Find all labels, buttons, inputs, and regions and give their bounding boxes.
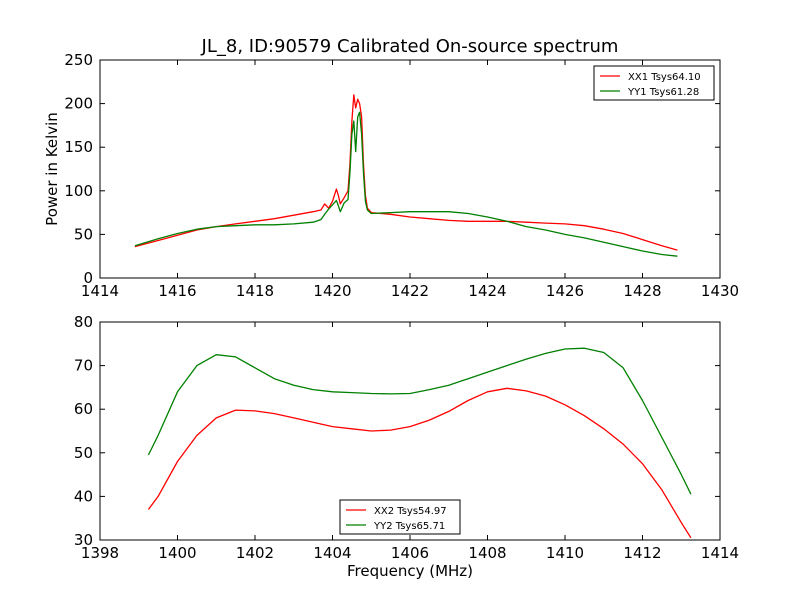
series-line-xx bbox=[134, 94, 678, 251]
x-axis-label: Frequency (MHz) bbox=[347, 562, 473, 580]
y-tick-label: 70 bbox=[74, 357, 93, 375]
y-tick-label: 80 bbox=[74, 313, 93, 331]
legend-entry: YY1 Tsys61.28 bbox=[627, 87, 699, 98]
y-tick-label: 60 bbox=[74, 400, 93, 418]
chart-title: JL_8, ID:90579 Calibrated On-source spec… bbox=[201, 36, 619, 57]
legend-box bbox=[593, 65, 715, 101]
y-axis-label: Power in Kelvin bbox=[43, 112, 61, 226]
y-tick-label: 0 bbox=[83, 269, 93, 287]
x-tick-label: 1430 bbox=[701, 282, 739, 300]
y-tick-label: 250 bbox=[64, 51, 93, 69]
x-tick-label: 1416 bbox=[158, 282, 196, 300]
x-tick-label: 1418 bbox=[236, 282, 274, 300]
x-tick-label: 1424 bbox=[468, 282, 506, 300]
series-line-yy bbox=[147, 347, 692, 495]
series-line-xx bbox=[147, 387, 692, 539]
y-tick-label: 150 bbox=[64, 138, 93, 156]
legend-entry: XX1 Tsys64.10 bbox=[628, 72, 701, 83]
y-tick-label: 30 bbox=[74, 531, 93, 549]
legend-entry: YY2 Tsys65.71 bbox=[373, 521, 445, 532]
legend: XX2 Tsys54.97 YY2 Tsys65.71 bbox=[339, 499, 461, 535]
y-tick-label: 50 bbox=[74, 225, 93, 243]
x-tick-label: 1414 bbox=[81, 282, 119, 300]
legend-box bbox=[339, 499, 461, 535]
x-tick-label: 1408 bbox=[468, 544, 506, 562]
series-line-yy bbox=[134, 111, 678, 257]
x-tick-label: 1428 bbox=[623, 282, 661, 300]
y-tick-label: 200 bbox=[64, 95, 93, 113]
x-tick-label: 1410 bbox=[546, 544, 584, 562]
legend-entry: XX2 Tsys54.97 bbox=[374, 506, 447, 517]
x-tick-label: 1426 bbox=[546, 282, 584, 300]
y-tick-label: 40 bbox=[74, 487, 93, 505]
x-tick-label: 1414 bbox=[701, 544, 739, 562]
x-tick-label: 1400 bbox=[158, 544, 196, 562]
x-tick-label: 1422 bbox=[391, 282, 429, 300]
x-tick-label: 1420 bbox=[313, 282, 351, 300]
x-tick-label: 1412 bbox=[623, 544, 661, 562]
y-tick-label: 100 bbox=[64, 182, 93, 200]
top-plot: 1414 1416 1418 1420 1422 1424 1426 1428 1430 0 50 1… bbox=[43, 51, 739, 300]
x-tick-label: 1402 bbox=[236, 544, 274, 562]
x-tick-label: 1406 bbox=[391, 544, 429, 562]
bottom-plot: 1398 1400 1402 1404 1406 1408 1410 1412 1414 30 40… bbox=[74, 313, 739, 562]
y-tick-label: 50 bbox=[74, 444, 93, 462]
x-tick-label: 1398 bbox=[81, 544, 119, 562]
x-tick-label: 1404 bbox=[313, 544, 351, 562]
legend: XX1 Tsys64.10 YY1 Tsys61.28 bbox=[593, 65, 715, 101]
